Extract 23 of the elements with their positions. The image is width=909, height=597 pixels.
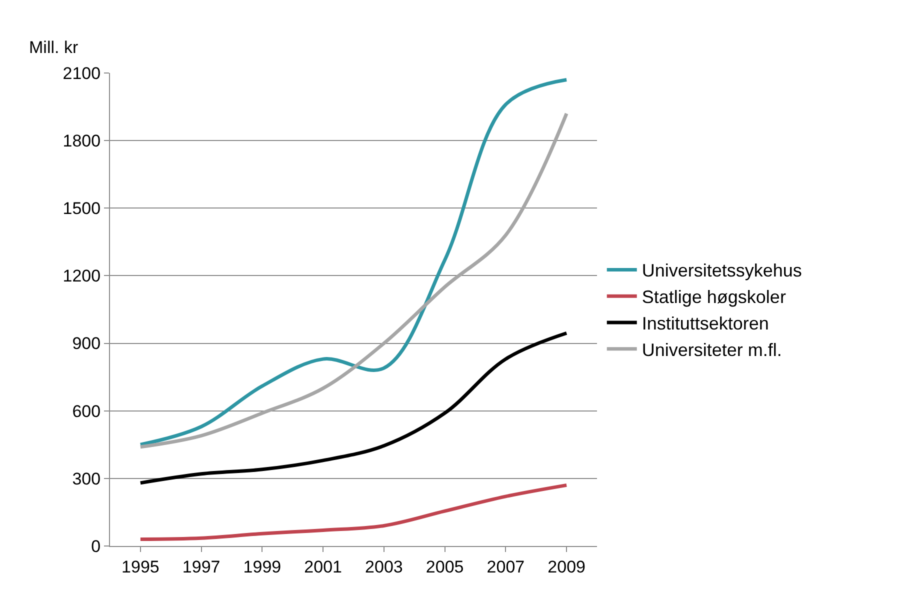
line-series bbox=[138, 483, 568, 541]
x-tick-label: 2003 bbox=[365, 557, 403, 576]
y-tick-label: 900 bbox=[72, 334, 101, 354]
x-tick-label: 1997 bbox=[182, 557, 220, 576]
y-tick-label: 600 bbox=[72, 402, 101, 421]
y-tick-label: 1200 bbox=[62, 266, 101, 286]
legend-label: Universiteter m.fl. bbox=[642, 340, 782, 360]
y-axis-title: Mill. kr bbox=[29, 38, 78, 57]
legend-label: Statlige høgskoler bbox=[642, 287, 786, 308]
y-tick-label: 1800 bbox=[62, 132, 101, 151]
y-tick-label: 2100 bbox=[62, 64, 101, 83]
x-tick-label: 1999 bbox=[243, 557, 282, 576]
x-tick-label: 2005 bbox=[426, 557, 464, 576]
line-series bbox=[138, 331, 568, 485]
x-tick-label: 2007 bbox=[486, 557, 525, 576]
legend-label: Universitetssykehus bbox=[642, 260, 802, 281]
y-tick-label: 0 bbox=[91, 536, 101, 556]
x-tick-label: 1995 bbox=[122, 557, 160, 576]
y-tick-label: 300 bbox=[72, 469, 101, 488]
y-tick-label: 1500 bbox=[62, 199, 101, 218]
legend-label: Instituttsektoren bbox=[642, 314, 769, 334]
x-tick-label: 2009 bbox=[548, 557, 586, 576]
x-tick-label: 2001 bbox=[304, 557, 342, 576]
